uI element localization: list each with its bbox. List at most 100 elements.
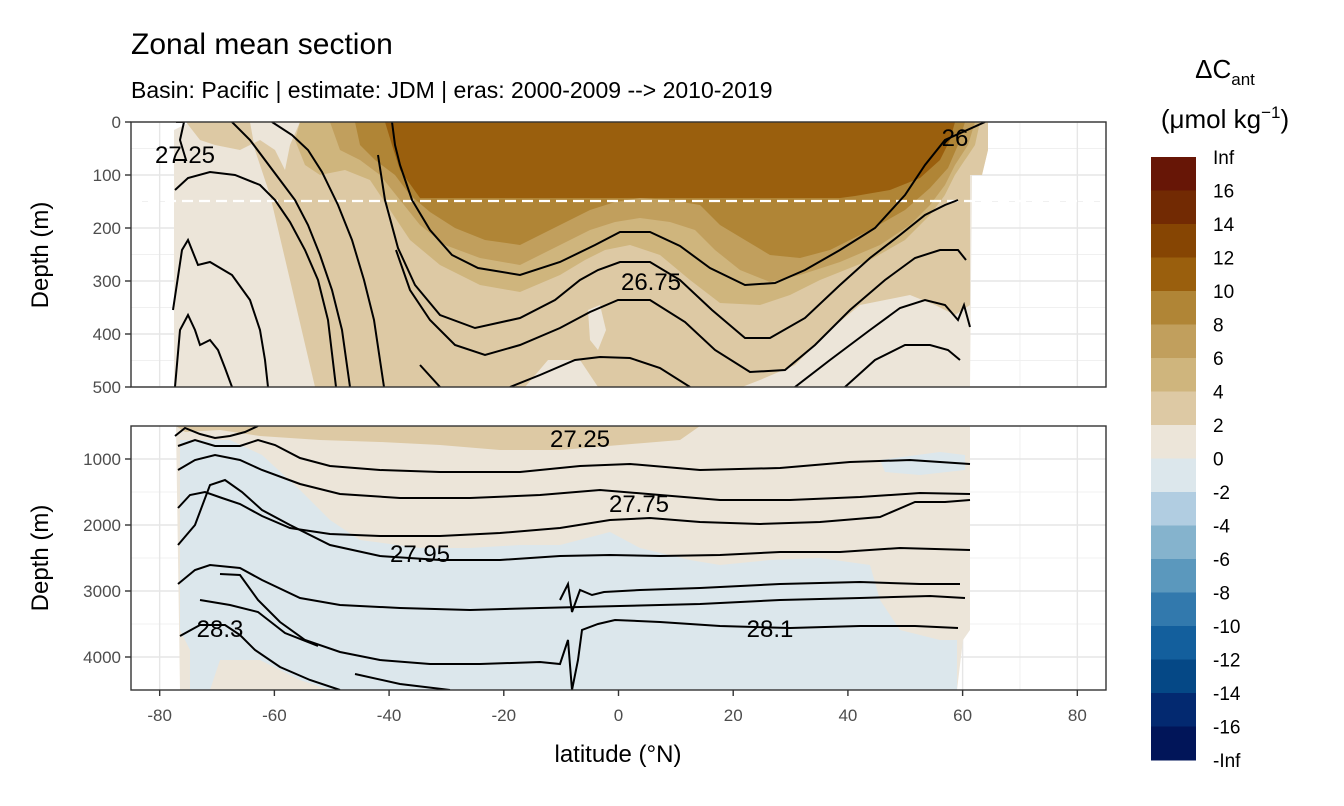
lower-isopycnals bbox=[174, 426, 971, 690]
y-tick-label: 2000 bbox=[83, 516, 121, 535]
x-tick-label: -20 bbox=[492, 706, 517, 725]
colorbar-label: -2 bbox=[1213, 483, 1230, 504]
colorbar-swatch bbox=[1151, 324, 1196, 359]
legend-unit-sup: −1 bbox=[1261, 103, 1280, 122]
x-tick-label: 0 bbox=[614, 706, 623, 725]
upper-y-axis-title: Depth (m) bbox=[27, 202, 54, 309]
colorbar-label: 6 bbox=[1213, 349, 1224, 370]
colorbar-label: -Inf bbox=[1213, 751, 1241, 772]
colorbar-swatch bbox=[1151, 190, 1196, 225]
isopycnal-line bbox=[174, 426, 259, 440]
isopycnal-line bbox=[177, 563, 966, 612]
isopycnal-line bbox=[199, 599, 319, 647]
isopycnal-line bbox=[179, 624, 341, 690]
colorbar-label: -4 bbox=[1213, 517, 1230, 538]
legend-title-main: ΔC bbox=[1195, 54, 1231, 84]
colorbar bbox=[1151, 157, 1196, 761]
isopycnal-line bbox=[794, 298, 971, 387]
y-tick-label: 400 bbox=[93, 325, 121, 344]
lower-panel: 27.25 27.75 27.95 28.3 28.1 1000 2000 3000… bbox=[27, 425, 1107, 691]
colorbar-swatch bbox=[1151, 157, 1196, 191]
y-tick-label: 500 bbox=[93, 378, 121, 397]
chart-subtitle: Basin: Pacific | estimate: JDM | eras: 2… bbox=[131, 77, 773, 103]
y-tick-label: 100 bbox=[93, 166, 121, 185]
colorbar-label: -8 bbox=[1213, 584, 1230, 605]
colorbar-swatch bbox=[1151, 592, 1196, 627]
isopycnal-line bbox=[177, 478, 971, 561]
isopycnal-line bbox=[172, 237, 269, 387]
x-tick-label: -40 bbox=[377, 706, 402, 725]
colorbar-label: 16 bbox=[1213, 182, 1234, 203]
isopycnal-line bbox=[377, 154, 959, 339]
isopycnal-label: 28.3 bbox=[197, 616, 244, 643]
lower-field-pocket bbox=[870, 565, 960, 632]
colorbar-label: 14 bbox=[1213, 215, 1235, 236]
isopycnal-line bbox=[419, 364, 441, 387]
colorbar-swatch bbox=[1151, 425, 1196, 459]
colorbar-swatch bbox=[1151, 257, 1196, 292]
lower-y-axis: 1000 2000 3000 4000 bbox=[83, 450, 131, 667]
legend-unit-end: ) bbox=[1280, 104, 1289, 134]
colorbar-label: -6 bbox=[1213, 550, 1230, 571]
upper-y-axis: 0 100 200 300 400 500 bbox=[93, 113, 131, 397]
lower-anomaly-field bbox=[176, 426, 970, 690]
colorbar-legend: ΔCant (μmol kg−1) Inf 16 14 12 10 8 6 4 2 0 -2 -4 -6… bbox=[1151, 54, 1289, 772]
x-tick-label: 60 bbox=[953, 706, 972, 725]
isopycnal-line bbox=[844, 344, 961, 387]
colorbar-swatch bbox=[1151, 693, 1196, 727]
colorbar-swatch bbox=[1151, 559, 1196, 593]
colorbar-swatch bbox=[1151, 224, 1196, 258]
upper-field-10-12 bbox=[385, 122, 955, 198]
legend-title-sub: ant bbox=[1231, 70, 1255, 89]
isopycnal-label: 26.75 bbox=[621, 269, 681, 296]
colorbar-label: 2 bbox=[1213, 416, 1224, 437]
colorbar-labels: Inf 16 14 12 10 8 6 4 2 0 -2 -4 -6 -8 -10 -12 -14 -16 -Inf bbox=[1213, 148, 1241, 772]
colorbar-label: 8 bbox=[1213, 316, 1224, 337]
colorbar-swatch bbox=[1151, 726, 1196, 761]
isopycnal-line bbox=[177, 490, 971, 537]
x-axis: -80 -60 -40 -20 0 20 40 60 80 bbox=[147, 690, 1087, 725]
isopycnal-label: 26 bbox=[942, 125, 969, 152]
y-tick-label: 1000 bbox=[83, 450, 121, 469]
x-tick-label: -60 bbox=[262, 706, 287, 725]
isopycnal-line bbox=[509, 355, 691, 387]
y-tick-label: 3000 bbox=[83, 582, 121, 601]
colorbar-swatch bbox=[1151, 358, 1196, 392]
isopycnal-line bbox=[395, 249, 967, 374]
x-axis-title: latitude (°N) bbox=[555, 741, 682, 768]
isopycnal-line bbox=[354, 673, 451, 690]
isopycnal-line bbox=[175, 122, 188, 161]
y-tick-label: 0 bbox=[112, 113, 121, 132]
isopycnal-line bbox=[231, 122, 351, 387]
isopycnal-line bbox=[177, 453, 971, 501]
colorbar-label: 0 bbox=[1213, 450, 1224, 471]
isopycnal-label: 27.95 bbox=[390, 541, 450, 568]
colorbar-swatch bbox=[1151, 492, 1196, 526]
colorbar-label: 12 bbox=[1213, 249, 1234, 270]
upper-anomaly-field bbox=[174, 122, 988, 387]
isopycnal-line bbox=[174, 170, 337, 387]
lower-field-top bbox=[176, 426, 700, 450]
upper-field-hole bbox=[588, 305, 606, 350]
isopycnal-line bbox=[271, 122, 385, 387]
upper-panel-border bbox=[130, 121, 1107, 388]
isopycnal-line bbox=[559, 580, 960, 613]
legend-unit: (μmol kg−1) bbox=[1161, 103, 1289, 134]
colorbar-swatch bbox=[1151, 458, 1196, 493]
x-tick-label: -80 bbox=[147, 706, 172, 725]
colorbar-swatch bbox=[1151, 525, 1196, 560]
isopycnal-label: 27.25 bbox=[155, 142, 215, 169]
isopycnal-line bbox=[219, 573, 959, 690]
upper-isopycnals bbox=[172, 122, 986, 387]
legend-title: ΔCant bbox=[1195, 54, 1255, 89]
isopycnal-label: 28.1 bbox=[747, 616, 794, 643]
lower-field-north bbox=[880, 452, 965, 475]
y-tick-label: 4000 bbox=[83, 648, 121, 667]
legend-unit-main: (μmol kg bbox=[1161, 104, 1261, 134]
isopycnal-line bbox=[391, 122, 986, 287]
y-tick-label: 300 bbox=[93, 272, 121, 291]
upper-panel: 27.25 26.75 26 0 100 200 300 400 500 Depth (m… bbox=[27, 113, 1107, 397]
colorbar-label: -14 bbox=[1213, 684, 1241, 705]
colorbar-swatch bbox=[1151, 391, 1196, 426]
